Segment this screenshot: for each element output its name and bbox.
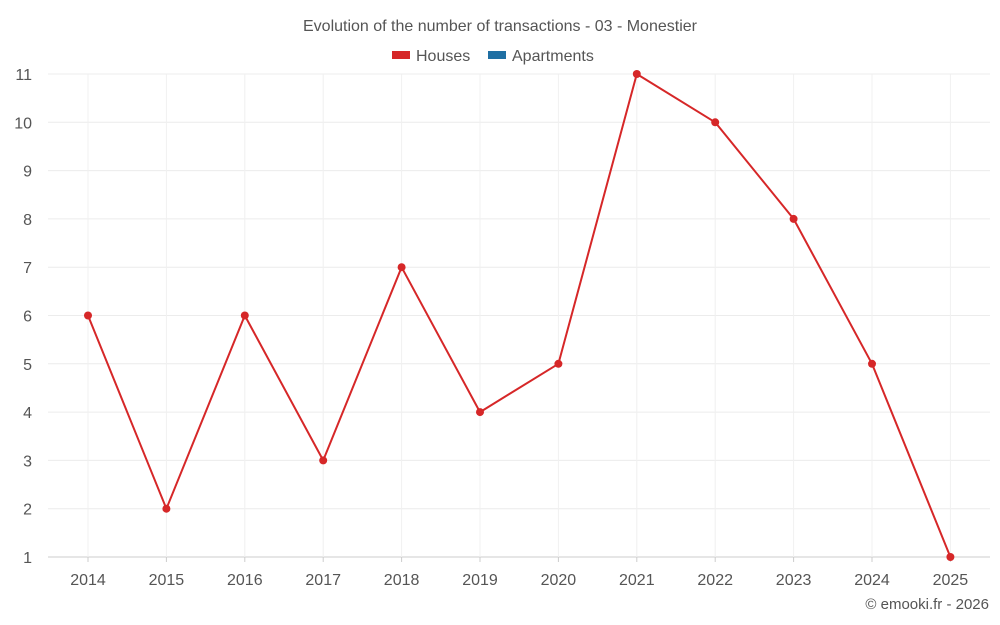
data-point-houses-2021 — [632, 70, 641, 78]
legend-item-apartments[interactable]: Apartments — [488, 48, 594, 65]
y-tick-label-9: 9 — [23, 164, 32, 181]
x-tick-label-2021: 2021 — [619, 572, 655, 589]
x-tick-label-2024: 2024 — [854, 572, 890, 589]
data-point-houses-2017 — [319, 456, 328, 465]
y-tick-label-2: 2 — [23, 502, 32, 519]
y-tick-label-10: 10 — [14, 115, 32, 132]
grid — [48, 73, 990, 558]
series-houses — [84, 70, 955, 561]
x-tick-label-2016: 2016 — [227, 572, 263, 589]
legend-swatch-apartments — [488, 51, 506, 59]
y-tick-label-7: 7 — [23, 260, 32, 277]
data-point-houses-2025 — [946, 553, 955, 561]
legend-label-apartments: Apartments — [512, 48, 594, 65]
legend: Houses Apartments — [392, 48, 594, 65]
x-tick-label-2018: 2018 — [384, 572, 420, 589]
data-point-houses-2019 — [476, 408, 484, 417]
series-line-houses — [87, 73, 952, 558]
credit-text: © emooki.fr - 2026 — [865, 596, 989, 613]
x-tick-label-2017: 2017 — [305, 572, 341, 589]
legend-item-houses[interactable]: Houses — [392, 48, 470, 65]
y-tick-label-6: 6 — [23, 309, 32, 326]
x-tick-label-2025: 2025 — [933, 572, 969, 589]
y-tick-label-11: 11 — [15, 67, 32, 84]
data-point-houses-2015 — [162, 504, 171, 513]
y-tick-label-8: 8 — [23, 212, 32, 229]
x-tick-label-2019: 2019 — [462, 572, 498, 589]
data-point-houses-2018 — [397, 263, 406, 272]
x-tick-label-2022: 2022 — [697, 572, 733, 589]
x-tick-label-2020: 2020 — [541, 572, 577, 589]
y-axis: 1 2 3 4 5 6 7 8 9 10 11 — [14, 67, 32, 567]
x-axis: 2014 2015 2016 2017 2018 2019 2020 2021 2022 2023… — [70, 557, 968, 589]
chart-title: Evolution of the number of transactions … — [303, 18, 698, 35]
y-tick-label-1: 1 — [23, 550, 32, 567]
x-tick-label-2014: 2014 — [70, 572, 106, 589]
data-point-houses-2020 — [554, 359, 563, 368]
y-tick-label-3: 3 — [23, 453, 32, 470]
data-point-houses-2024 — [868, 359, 876, 368]
y-tick-label-4: 4 — [23, 405, 32, 422]
x-tick-label-2015: 2015 — [149, 572, 185, 589]
data-point-houses-2022 — [711, 118, 720, 127]
data-point-houses-2016 — [240, 311, 249, 320]
legend-swatch-houses — [392, 51, 410, 59]
y-tick-label-5: 5 — [23, 357, 32, 374]
legend-label-houses: Houses — [416, 48, 470, 65]
data-point-houses-2014 — [84, 311, 92, 320]
data-point-houses-2023 — [789, 214, 798, 223]
x-tick-label-2023: 2023 — [776, 572, 812, 589]
